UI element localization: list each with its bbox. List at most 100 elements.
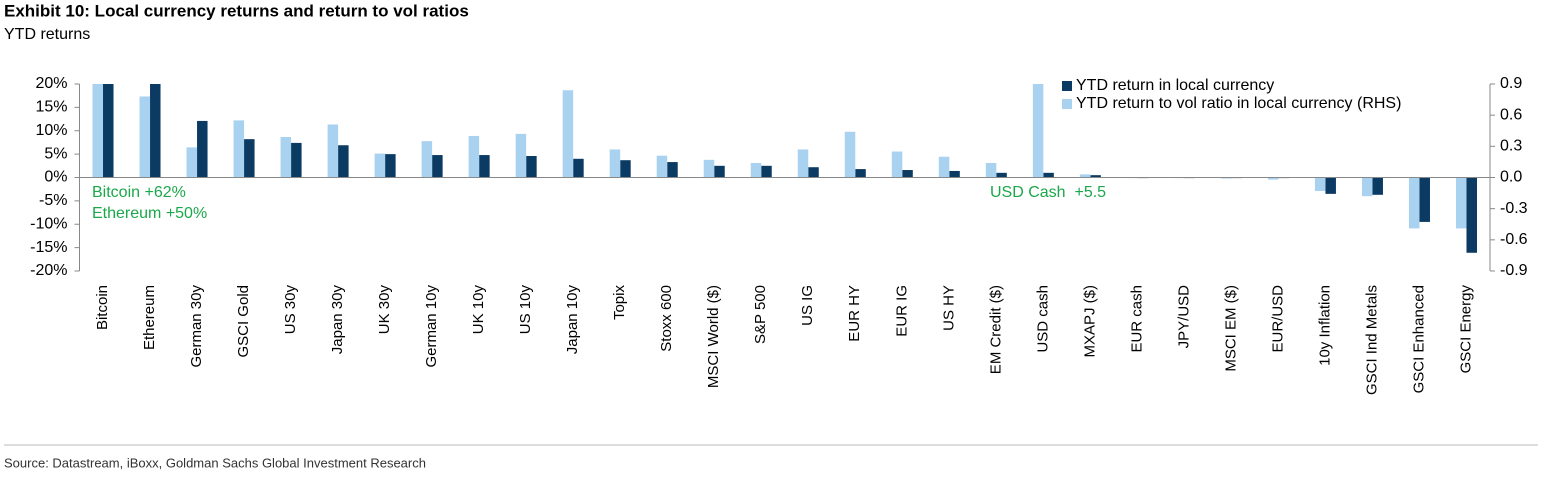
- x-tick-label: US HY: [940, 285, 957, 331]
- bar: [808, 167, 819, 178]
- bar: [197, 120, 208, 178]
- y-tick-label: 0%: [44, 169, 67, 186]
- bar: [949, 170, 960, 178]
- y-tick-label: -5%: [39, 192, 67, 209]
- x-tick-label: GSCI Gold: [235, 285, 252, 358]
- legend-swatch: [1062, 81, 1072, 91]
- bar: [385, 154, 396, 178]
- x-tick-label: MXAPJ ($): [1081, 285, 1098, 358]
- bar: [620, 160, 631, 178]
- x-tick-label: EUR cash: [1128, 285, 1145, 353]
- y2-tick-label: 0.6: [1500, 106, 1522, 123]
- x-tick-label: German 30y: [188, 285, 205, 368]
- bar: [996, 172, 1007, 178]
- x-tick-label: GSCI Energy: [1457, 285, 1474, 374]
- bar: [1361, 177, 1373, 197]
- y2-tick-label: 0.0: [1500, 169, 1522, 186]
- x-tick-label: EM Credit ($): [987, 285, 1004, 374]
- bar: [338, 145, 349, 178]
- y2-tick-label: 0.3: [1500, 138, 1522, 155]
- bar: [1466, 177, 1477, 253]
- annotation: Bitcoin +62%: [92, 184, 186, 201]
- y2-tick-label: 0.9: [1500, 75, 1522, 92]
- source: Source: Datastream, iBoxx, Goldman Sachs…: [4, 455, 426, 470]
- x-tick-label: EUR HY: [846, 285, 863, 342]
- bar: [938, 156, 950, 178]
- bar: [797, 149, 809, 178]
- bar: [1408, 177, 1420, 229]
- x-tick-label: MSCI World ($): [705, 285, 722, 388]
- bar: [280, 136, 292, 178]
- bar: [327, 124, 339, 178]
- bar: [714, 165, 725, 178]
- y2-tick-label: -0.6: [1500, 231, 1528, 248]
- bar: [1032, 84, 1044, 178]
- y-tick-label: 20%: [35, 75, 67, 92]
- x-tick-label: JPY/USD: [1175, 285, 1192, 349]
- bar: [1455, 177, 1467, 229]
- x-tick-label: Japan 30y: [329, 285, 346, 355]
- x-tick-label: GSCI Enhanced: [1410, 285, 1427, 393]
- bar: [103, 84, 114, 178]
- bar: [233, 120, 245, 178]
- x-tick-label: German 10y: [423, 285, 440, 368]
- bar: [515, 133, 527, 178]
- bar: [844, 131, 856, 178]
- bar: [139, 96, 151, 178]
- bar: [479, 155, 490, 178]
- bar: [1267, 177, 1279, 180]
- bars: [92, 84, 1477, 253]
- bar: [609, 149, 621, 178]
- bar: [374, 153, 386, 178]
- bar: [902, 170, 913, 178]
- x-tick-label: UK 30y: [376, 285, 393, 335]
- bar: [750, 162, 762, 178]
- bar: [656, 155, 668, 178]
- x-tick-label: USD cash: [1034, 285, 1051, 353]
- bar: [1090, 175, 1101, 178]
- bar: [432, 155, 443, 178]
- bar: [291, 142, 302, 178]
- x-tick-label: UK 10y: [470, 285, 487, 335]
- bar: [1079, 174, 1091, 178]
- bar: [761, 165, 772, 178]
- y-tick-label: -20%: [30, 262, 67, 279]
- y-tick-label: 5%: [44, 145, 67, 162]
- bar: [244, 139, 255, 178]
- legend-label: YTD return to vol ratio in local currenc…: [1076, 95, 1401, 112]
- x-tick-label: US IG: [799, 285, 816, 326]
- x-tick-label: S&P 500: [752, 285, 769, 344]
- x-tick-label: US 30y: [282, 285, 299, 335]
- y-tick-label: 10%: [35, 122, 67, 139]
- bar: [186, 147, 198, 178]
- annotation: USD Cash +5.5: [990, 184, 1106, 201]
- x-tick-label: MSCI EM ($): [1222, 285, 1239, 372]
- bar: [1043, 172, 1054, 178]
- annotation: Ethereum +50%: [92, 205, 207, 222]
- x-tick-label: Japan 10y: [564, 285, 581, 355]
- bar: [573, 158, 584, 178]
- bar: [1220, 177, 1232, 179]
- y-tick-label: -15%: [30, 239, 67, 256]
- bar: [1314, 177, 1326, 192]
- bar: [92, 84, 104, 178]
- bar: [855, 169, 866, 178]
- y2-tick-label: -0.9: [1500, 262, 1528, 279]
- bar: [1372, 177, 1383, 195]
- bar: [1325, 177, 1336, 194]
- x-tick-label: GSCI Ind Metals: [1363, 285, 1380, 395]
- x-tick-label: Bitcoin: [94, 285, 111, 330]
- x-tick-label: Stoxx 600: [658, 285, 675, 352]
- y-tick-label: -10%: [30, 215, 67, 232]
- legend-swatch: [1062, 99, 1072, 109]
- bar: [421, 141, 433, 178]
- bar: [562, 90, 574, 178]
- bar: [468, 135, 480, 178]
- bar: [1419, 177, 1430, 222]
- bar: [703, 159, 715, 178]
- y-tick-label: 15%: [35, 99, 67, 116]
- x-tick-label: Ethereum: [141, 285, 158, 350]
- x-tick-label: EUR IG: [893, 285, 910, 337]
